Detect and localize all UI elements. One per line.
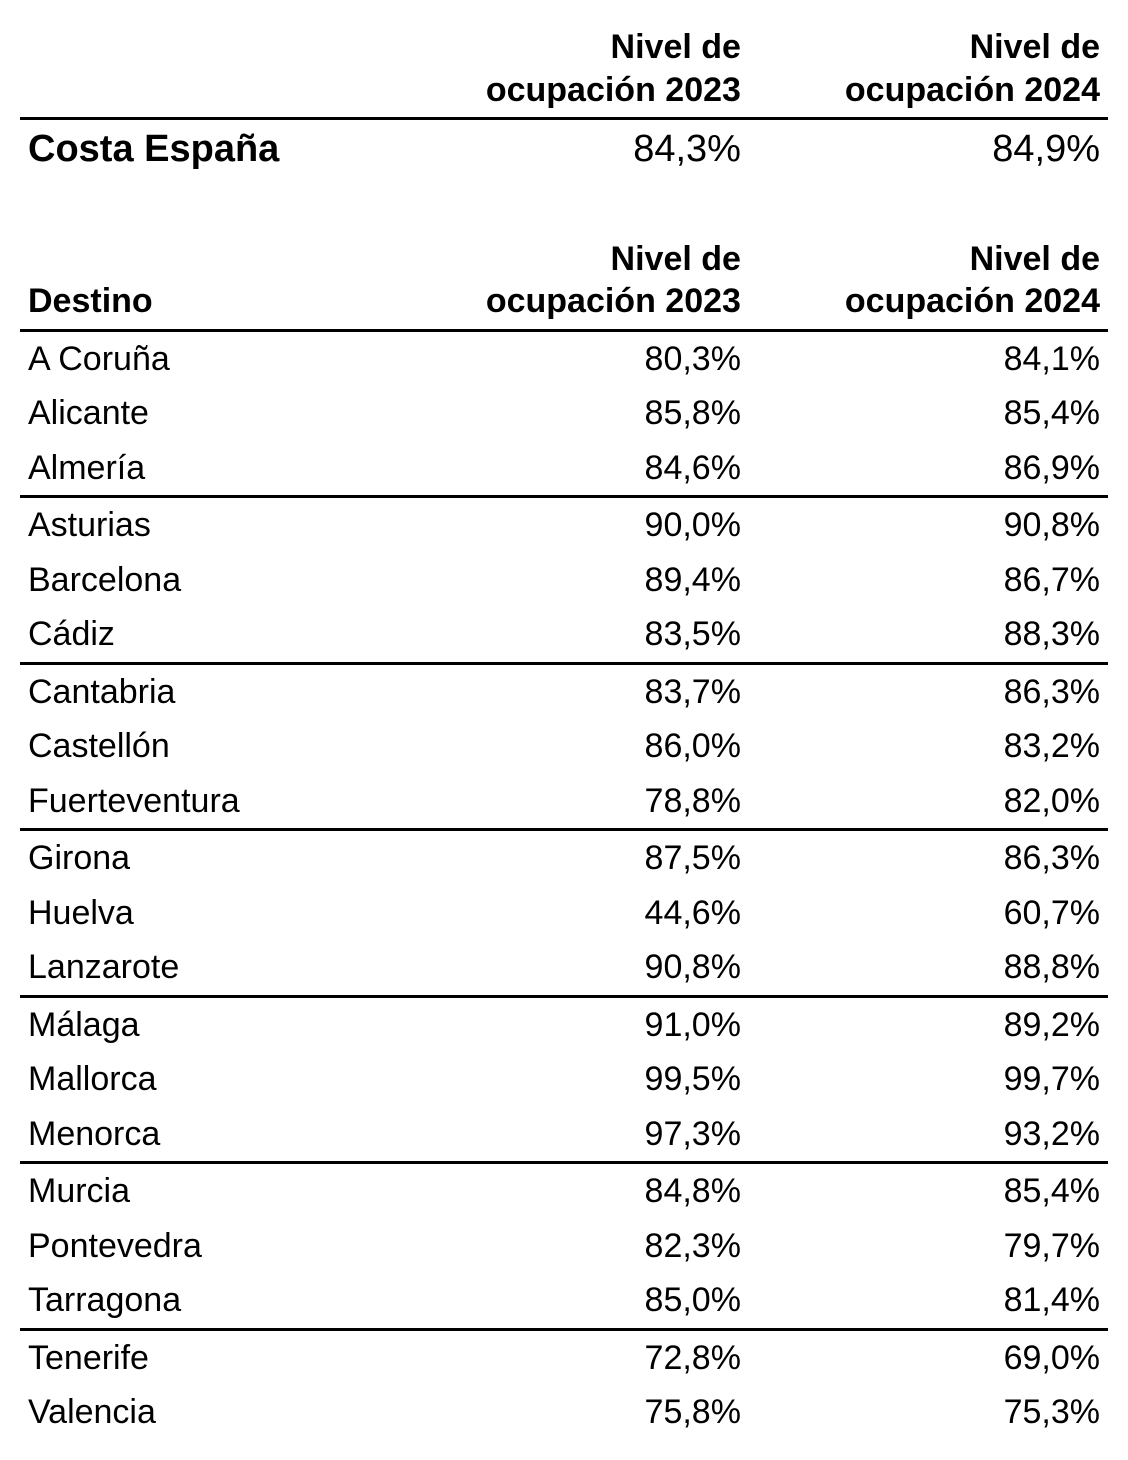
cell-destino: Menorca (20, 1107, 390, 1163)
table-row: Cantabria83,7%86,3% (20, 663, 1108, 719)
cell-2023: 80,3% (390, 330, 749, 386)
cell-2023: 89,4% (390, 553, 749, 608)
cell-destino: Almería (20, 441, 390, 497)
table-row: Málaga91,0%89,2% (20, 996, 1108, 1052)
cell-destino: Tarragona (20, 1273, 390, 1329)
cell-2023: 83,7% (390, 663, 749, 719)
table-row: A Coruña80,3%84,1% (20, 330, 1108, 386)
cell-2024: 86,3% (749, 830, 1108, 886)
cell-2023: 99,5% (390, 1052, 749, 1107)
cell-2024: 86,7% (749, 553, 1108, 608)
cell-2024: 79,7% (749, 1219, 1108, 1274)
cell-2023: 97,3% (390, 1107, 749, 1163)
cell-destino: Asturias (20, 497, 390, 553)
cell-2024: 86,9% (749, 441, 1108, 497)
cell-2023: 44,6% (390, 886, 749, 941)
cell-destino: A Coruña (20, 330, 390, 386)
table-row: Barcelona89,4%86,7% (20, 553, 1108, 608)
detail-header-2023: Nivel de ocupación 2023 (390, 232, 749, 331)
table-row: Asturias90,0%90,8% (20, 497, 1108, 553)
table-row: Pontevedra82,3%79,7% (20, 1219, 1108, 1274)
cell-2024: 84,1% (749, 330, 1108, 386)
table-row: Girona87,5%86,3% (20, 830, 1108, 886)
cell-2023: 75,8% (390, 1385, 749, 1440)
cell-destino: Huelva (20, 886, 390, 941)
summary-v2023: 84,3% (390, 119, 749, 180)
cell-destino: Castellón (20, 719, 390, 774)
cell-2024: 90,8% (749, 497, 1108, 553)
cell-destino: Alicante (20, 386, 390, 441)
cell-2024: 69,0% (749, 1329, 1108, 1385)
detail-header-row: Destino Nivel de ocupación 2023 Nivel de… (20, 232, 1108, 331)
cell-destino: Cantabria (20, 663, 390, 719)
cell-2024: 60,7% (749, 886, 1108, 941)
cell-destino: Barcelona (20, 553, 390, 608)
table-row: Almería84,6%86,9% (20, 441, 1108, 497)
table-row: Menorca97,3%93,2% (20, 1107, 1108, 1163)
detail-header-destino: Destino (20, 232, 390, 331)
cell-destino: Murcia (20, 1163, 390, 1219)
cell-2024: 75,3% (749, 1385, 1108, 1440)
cell-destino: Pontevedra (20, 1219, 390, 1274)
cell-2023: 72,8% (390, 1329, 749, 1385)
table-row: Tenerife72,8%69,0% (20, 1329, 1108, 1385)
cell-2023: 83,5% (390, 607, 749, 663)
detail-table: Destino Nivel de ocupación 2023 Nivel de… (20, 232, 1108, 1440)
table-row: Huelva44,6%60,7% (20, 886, 1108, 941)
table-row: Cádiz83,5%88,3% (20, 607, 1108, 663)
cell-2024: 83,2% (749, 719, 1108, 774)
cell-2023: 82,3% (390, 1219, 749, 1274)
table-row: Alicante85,8%85,4% (20, 386, 1108, 441)
summary-table: Nivel de ocupación 2023 Nivel de ocupaci… (20, 20, 1108, 232)
cell-2023: 91,0% (390, 996, 749, 1052)
cell-destino: Fuerteventura (20, 774, 390, 830)
cell-2024: 85,4% (749, 386, 1108, 441)
summary-header-empty (20, 20, 390, 119)
cell-2023: 90,8% (390, 940, 749, 996)
cell-2024: 86,3% (749, 663, 1108, 719)
cell-destino: Málaga (20, 996, 390, 1052)
cell-2024: 88,8% (749, 940, 1108, 996)
summary-row-costa-espana: Costa España 84,3% 84,9% (20, 119, 1108, 180)
cell-destino: Lanzarote (20, 940, 390, 996)
cell-2023: 90,0% (390, 497, 749, 553)
cell-destino: Cádiz (20, 607, 390, 663)
cell-destino: Valencia (20, 1385, 390, 1440)
cell-2024: 81,4% (749, 1273, 1108, 1329)
summary-v2024: 84,9% (749, 119, 1108, 180)
cell-2023: 84,8% (390, 1163, 749, 1219)
cell-destino: Mallorca (20, 1052, 390, 1107)
cell-2024: 88,3% (749, 607, 1108, 663)
detail-header-2024: Nivel de ocupación 2024 (749, 232, 1108, 331)
cell-2023: 78,8% (390, 774, 749, 830)
cell-destino: Tenerife (20, 1329, 390, 1385)
table-row: Lanzarote90,8%88,8% (20, 940, 1108, 996)
table-row: Valencia75,8%75,3% (20, 1385, 1108, 1440)
cell-2024: 82,0% (749, 774, 1108, 830)
spacer-row (20, 180, 1108, 232)
table-row: Castellón86,0%83,2% (20, 719, 1108, 774)
cell-2023: 84,6% (390, 441, 749, 497)
cell-2024: 85,4% (749, 1163, 1108, 1219)
table-row: Mallorca99,5%99,7% (20, 1052, 1108, 1107)
cell-2023: 85,8% (390, 386, 749, 441)
summary-header-2024: Nivel de ocupación 2024 (749, 20, 1108, 119)
table-row: Tarragona85,0%81,4% (20, 1273, 1108, 1329)
occupancy-tables: Nivel de ocupación 2023 Nivel de ocupaci… (20, 20, 1108, 1440)
cell-2024: 99,7% (749, 1052, 1108, 1107)
summary-header-2023: Nivel de ocupación 2023 (390, 20, 749, 119)
cell-2023: 85,0% (390, 1273, 749, 1329)
cell-2023: 87,5% (390, 830, 749, 886)
summary-header-row: Nivel de ocupación 2023 Nivel de ocupaci… (20, 20, 1108, 119)
cell-2024: 89,2% (749, 996, 1108, 1052)
cell-2023: 86,0% (390, 719, 749, 774)
cell-2024: 93,2% (749, 1107, 1108, 1163)
cell-destino: Girona (20, 830, 390, 886)
summary-label: Costa España (20, 119, 390, 180)
table-row: Murcia84,8%85,4% (20, 1163, 1108, 1219)
table-row: Fuerteventura78,8%82,0% (20, 774, 1108, 830)
